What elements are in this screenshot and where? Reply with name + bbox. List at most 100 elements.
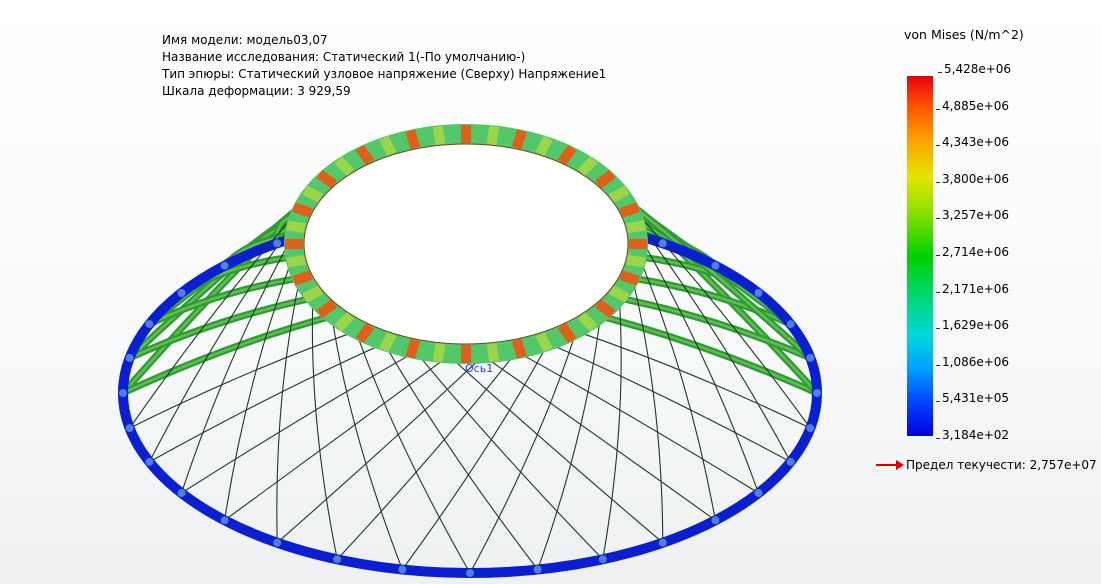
inner-ring-segment xyxy=(577,156,598,177)
outer-ring-node xyxy=(754,489,763,497)
study-info: Имя модели: модель03,07 Название исследо… xyxy=(162,32,606,100)
outer-ring-node xyxy=(177,489,186,497)
legend-tick-label: 3,184e+02 xyxy=(935,428,1010,442)
outer-ring-node xyxy=(273,239,282,248)
outer-ring-node xyxy=(398,565,407,574)
inner-ring-segment xyxy=(511,338,527,359)
legend-tick-label: 2,171e+06 xyxy=(935,281,1010,296)
rib-thin xyxy=(148,209,303,463)
rib-thin xyxy=(224,353,453,521)
yield-arrow-icon xyxy=(876,459,904,470)
rib-thin xyxy=(512,349,760,494)
inner-ring-segment xyxy=(535,331,553,353)
rib-thin xyxy=(354,327,471,574)
rib-highlight xyxy=(128,296,317,360)
deformation-scale: Шкала деформации: 3 929,59 xyxy=(162,84,351,98)
inner-ring xyxy=(284,124,648,364)
legend-tick-label: 1,629e+06 xyxy=(935,318,1010,333)
rib-highlight xyxy=(628,276,792,326)
outer-ring-node xyxy=(333,555,342,564)
color-scale-bar xyxy=(907,76,933,436)
rib-highlight xyxy=(148,276,304,326)
legend-tick-label: 1,086e+06 xyxy=(935,354,1010,369)
rib-thin xyxy=(629,209,792,463)
inner-ring-segment xyxy=(302,285,323,303)
axis-label: Ось1 xyxy=(465,362,493,375)
inner-ring-segment xyxy=(619,202,640,218)
inner-ring-segment xyxy=(292,202,313,218)
rib-thin xyxy=(636,230,760,494)
inner-ring-segment xyxy=(461,125,471,143)
rib-thin xyxy=(224,252,296,521)
inner-ring-segment xyxy=(286,254,306,268)
outer-ring-node xyxy=(806,424,815,433)
outer-ring-node xyxy=(658,538,667,547)
rib-thin xyxy=(330,311,403,571)
outer-ring-node xyxy=(119,389,127,397)
rib-thin xyxy=(479,353,716,521)
inner-ring-segment xyxy=(486,125,500,146)
inner-ring-segment xyxy=(609,185,630,203)
inner-ring-segment xyxy=(557,322,577,344)
rib-thin xyxy=(412,348,604,560)
rib-thin xyxy=(129,329,360,429)
rib-thin xyxy=(180,230,296,494)
yield-strength: Предел текучести: 2,757e+07 xyxy=(876,458,1097,472)
inner-ring-segment xyxy=(405,338,421,359)
outer-ring-node xyxy=(466,569,474,577)
outer-ring-node xyxy=(598,555,607,564)
inner-ring-segment xyxy=(594,169,616,189)
study-name: Название исследования: Статический 1(-По… xyxy=(162,50,526,64)
legend-tick-label: 2,714e+06 xyxy=(935,245,1010,259)
rib-thin xyxy=(148,341,389,463)
outer-ring-node xyxy=(786,457,795,466)
outer-ring-node xyxy=(177,289,186,297)
outer-ring-node xyxy=(533,565,542,574)
inner-ring-segment xyxy=(286,220,306,234)
inner-ring-segment xyxy=(432,342,446,363)
inner-ring-segment xyxy=(486,342,500,363)
inner-ring-segment xyxy=(626,254,646,268)
outer-ring-node xyxy=(273,538,282,547)
outer-ring-node xyxy=(125,353,134,362)
rib-thin xyxy=(469,327,578,574)
legend-tick-label: 3,257e+06 xyxy=(935,208,1010,223)
legend-tick-label: 3,800e+06 xyxy=(935,171,1010,186)
outer-ring-node xyxy=(145,320,154,329)
legend-tick-label: 4,343e+06 xyxy=(935,135,1010,150)
inner-ring-segment xyxy=(379,331,397,353)
outer-ring-node xyxy=(754,289,763,297)
inner-ring-segment xyxy=(629,239,647,249)
rib-highlight xyxy=(595,313,819,395)
rib-thin xyxy=(381,339,539,571)
outer-ring-node xyxy=(711,261,720,270)
inner-ring-segment xyxy=(577,311,598,332)
inner-ring-segment xyxy=(609,285,630,303)
rib-thin xyxy=(276,352,487,544)
inner-ring-segment xyxy=(594,299,616,319)
plot-type: Тип эпюры: Статический узловое напряжени… xyxy=(162,67,607,81)
outer-ring-node xyxy=(145,457,154,466)
rib-thin xyxy=(276,273,302,544)
rib-thin xyxy=(180,349,420,494)
inner-ring-segment xyxy=(285,239,303,249)
outer-ring-node xyxy=(220,261,229,270)
rib-thin xyxy=(543,341,792,463)
outer-ring-node xyxy=(125,424,134,433)
inner-ring-segment xyxy=(432,125,446,146)
inner-ring-segment xyxy=(355,322,375,344)
rib-thin xyxy=(336,348,520,560)
inner-ring-segment xyxy=(619,270,640,286)
inner-ring-segment xyxy=(334,311,355,332)
yield-strength-label: Предел текучести: 2,757e+07 xyxy=(906,458,1097,472)
outer-ring-node xyxy=(220,516,229,525)
outer-ring-node xyxy=(658,239,667,248)
inner-ring-segment xyxy=(557,144,577,166)
inner-ring-segment xyxy=(461,345,471,363)
inner-ring-segment xyxy=(379,135,397,157)
inner-ring-segment xyxy=(334,156,355,177)
inner-ring-segment xyxy=(316,299,338,319)
inner-ring-segment xyxy=(511,129,527,150)
